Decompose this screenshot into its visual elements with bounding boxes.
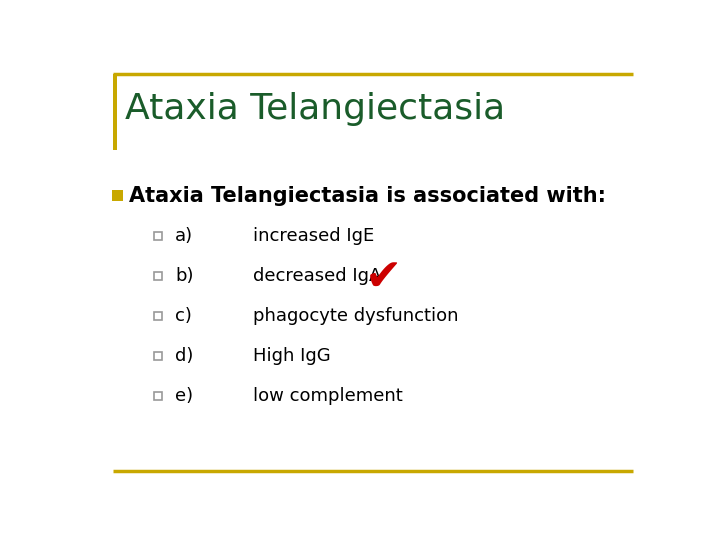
- Text: High IgG: High IgG: [253, 347, 330, 365]
- Text: ✔: ✔: [365, 256, 402, 299]
- Text: increased IgE: increased IgE: [253, 227, 374, 245]
- Text: c): c): [175, 307, 192, 325]
- Text: phagocyte dysfunction: phagocyte dysfunction: [253, 307, 458, 325]
- Bar: [154, 392, 162, 400]
- Bar: [154, 312, 162, 320]
- Text: a): a): [175, 227, 194, 245]
- Bar: [113, 74, 117, 150]
- Text: d): d): [175, 347, 194, 365]
- Bar: [154, 232, 162, 240]
- Text: e): e): [175, 387, 194, 405]
- Text: low complement: low complement: [253, 387, 402, 405]
- Text: Ataxia Telangiectasia is associated with:: Ataxia Telangiectasia is associated with…: [129, 186, 606, 206]
- Bar: [154, 352, 162, 360]
- Text: decreased IgA: decreased IgA: [253, 267, 381, 285]
- Bar: [112, 190, 122, 201]
- Text: Ataxia Telangiectasia: Ataxia Telangiectasia: [125, 92, 505, 126]
- Bar: [154, 272, 162, 280]
- Text: b): b): [175, 267, 194, 285]
